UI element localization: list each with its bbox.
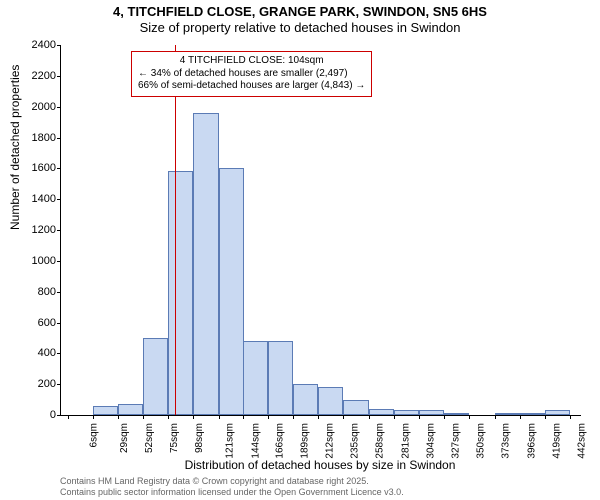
- histogram-bar: [293, 384, 318, 415]
- ytick-mark: [57, 45, 61, 46]
- histogram-bar: [444, 413, 469, 415]
- ytick-label: 600: [38, 317, 56, 329]
- xtick-label: 212sqm: [325, 423, 336, 459]
- xtick-mark: [520, 415, 521, 419]
- chart-title-2: Size of property relative to detached ho…: [0, 20, 600, 35]
- xtick-label: 6sqm: [88, 423, 99, 447]
- histogram-bar: [243, 341, 268, 415]
- xtick-label: 442sqm: [576, 423, 587, 459]
- xtick-label: 121sqm: [225, 423, 236, 459]
- annotation-line: 4 TITCHFIELD CLOSE: 104sqm: [138, 55, 365, 68]
- ytick-label: 1600: [32, 162, 56, 174]
- ytick-label: 1000: [32, 255, 56, 267]
- xtick-label: 304sqm: [425, 423, 436, 459]
- xtick-mark: [143, 415, 144, 419]
- xtick-mark: [293, 415, 294, 419]
- xtick-mark: [469, 415, 470, 419]
- ytick-label: 2000: [32, 101, 56, 113]
- ytick-mark: [57, 76, 61, 77]
- histogram-bar: [118, 404, 143, 415]
- histogram-bar: [419, 410, 444, 415]
- xtick-mark: [118, 415, 119, 419]
- ytick-label: 2400: [32, 39, 56, 51]
- histogram-bar: [343, 400, 368, 415]
- ytick-label: 2200: [32, 70, 56, 82]
- xtick-mark: [419, 415, 420, 419]
- xtick-label: 75sqm: [169, 423, 180, 453]
- ytick-label: 0: [50, 409, 56, 421]
- ytick-label: 1200: [32, 224, 56, 236]
- xtick-mark: [268, 415, 269, 419]
- xtick-label: 98sqm: [194, 423, 205, 453]
- histogram-bar: [268, 341, 293, 415]
- histogram-bar: [193, 113, 218, 415]
- xtick-mark: [219, 415, 220, 419]
- xtick-mark: [93, 415, 94, 419]
- ytick-mark: [57, 384, 61, 385]
- xtick-mark: [243, 415, 244, 419]
- xtick-label: 235sqm: [350, 423, 361, 459]
- ytick-mark: [57, 107, 61, 108]
- xtick-label: 419sqm: [551, 423, 562, 459]
- chart-container: 4, TITCHFIELD CLOSE, GRANGE PARK, SWINDO…: [0, 0, 600, 500]
- ytick-label: 1400: [32, 193, 56, 205]
- x-axis-label: Distribution of detached houses by size …: [60, 458, 580, 472]
- xtick-label: 52sqm: [144, 423, 155, 453]
- xtick-mark: [193, 415, 194, 419]
- footer-attribution: Contains HM Land Registry data © Crown c…: [60, 476, 404, 498]
- ytick-mark: [57, 199, 61, 200]
- ytick-mark: [57, 415, 61, 416]
- annotation-box: 4 TITCHFIELD CLOSE: 104sqm← 34% of detac…: [131, 51, 372, 97]
- xtick-label: 281sqm: [400, 423, 411, 459]
- xtick-label: 396sqm: [526, 423, 537, 459]
- xtick-mark: [444, 415, 445, 419]
- ytick-label: 400: [38, 347, 56, 359]
- xtick-label: 258sqm: [375, 423, 386, 459]
- xtick-mark: [343, 415, 344, 419]
- ytick-mark: [57, 138, 61, 139]
- xtick-label: 373sqm: [501, 423, 512, 459]
- xtick-mark: [68, 415, 69, 419]
- xtick-mark: [168, 415, 169, 419]
- annotation-line: ← 34% of detached houses are smaller (2,…: [138, 68, 365, 81]
- histogram-bar: [93, 406, 118, 415]
- histogram-bar: [545, 410, 570, 415]
- xtick-label: 350sqm: [476, 423, 487, 459]
- xtick-label: 29sqm: [119, 423, 130, 453]
- xtick-mark: [570, 415, 571, 419]
- xtick-mark: [394, 415, 395, 419]
- reference-line: [175, 45, 177, 415]
- footer-line-1: Contains HM Land Registry data © Crown c…: [60, 476, 404, 487]
- xtick-mark: [369, 415, 370, 419]
- xtick-label: 166sqm: [274, 423, 285, 459]
- ytick-mark: [57, 168, 61, 169]
- xtick-mark: [318, 415, 319, 419]
- ytick-mark: [57, 323, 61, 324]
- xtick-mark: [545, 415, 546, 419]
- histogram-bar: [318, 387, 343, 415]
- histogram-bar: [495, 413, 520, 415]
- y-axis-label: Number of detached properties: [8, 65, 22, 230]
- ytick-mark: [57, 292, 61, 293]
- xtick-label: 189sqm: [299, 423, 310, 459]
- histogram-bar: [168, 171, 193, 415]
- ytick-mark: [57, 353, 61, 354]
- footer-line-2: Contains public sector information licen…: [60, 487, 404, 498]
- annotation-line: 66% of semi-detached houses are larger (…: [138, 80, 365, 93]
- ytick-label: 200: [38, 378, 56, 390]
- xtick-label: 327sqm: [451, 423, 462, 459]
- ytick-mark: [57, 261, 61, 262]
- ytick-label: 800: [38, 286, 56, 298]
- histogram-bar: [143, 338, 168, 415]
- histogram-bar: [369, 409, 394, 415]
- xtick-label: 144sqm: [250, 423, 261, 459]
- xtick-mark: [495, 415, 496, 419]
- plot-area: 4 TITCHFIELD CLOSE: 104sqm← 34% of detac…: [60, 45, 581, 416]
- chart-title-1: 4, TITCHFIELD CLOSE, GRANGE PARK, SWINDO…: [0, 4, 600, 19]
- ytick-mark: [57, 230, 61, 231]
- histogram-bar: [219, 168, 244, 415]
- histogram-bar: [394, 410, 419, 415]
- histogram-bar: [520, 413, 545, 415]
- ytick-label: 1800: [32, 132, 56, 144]
